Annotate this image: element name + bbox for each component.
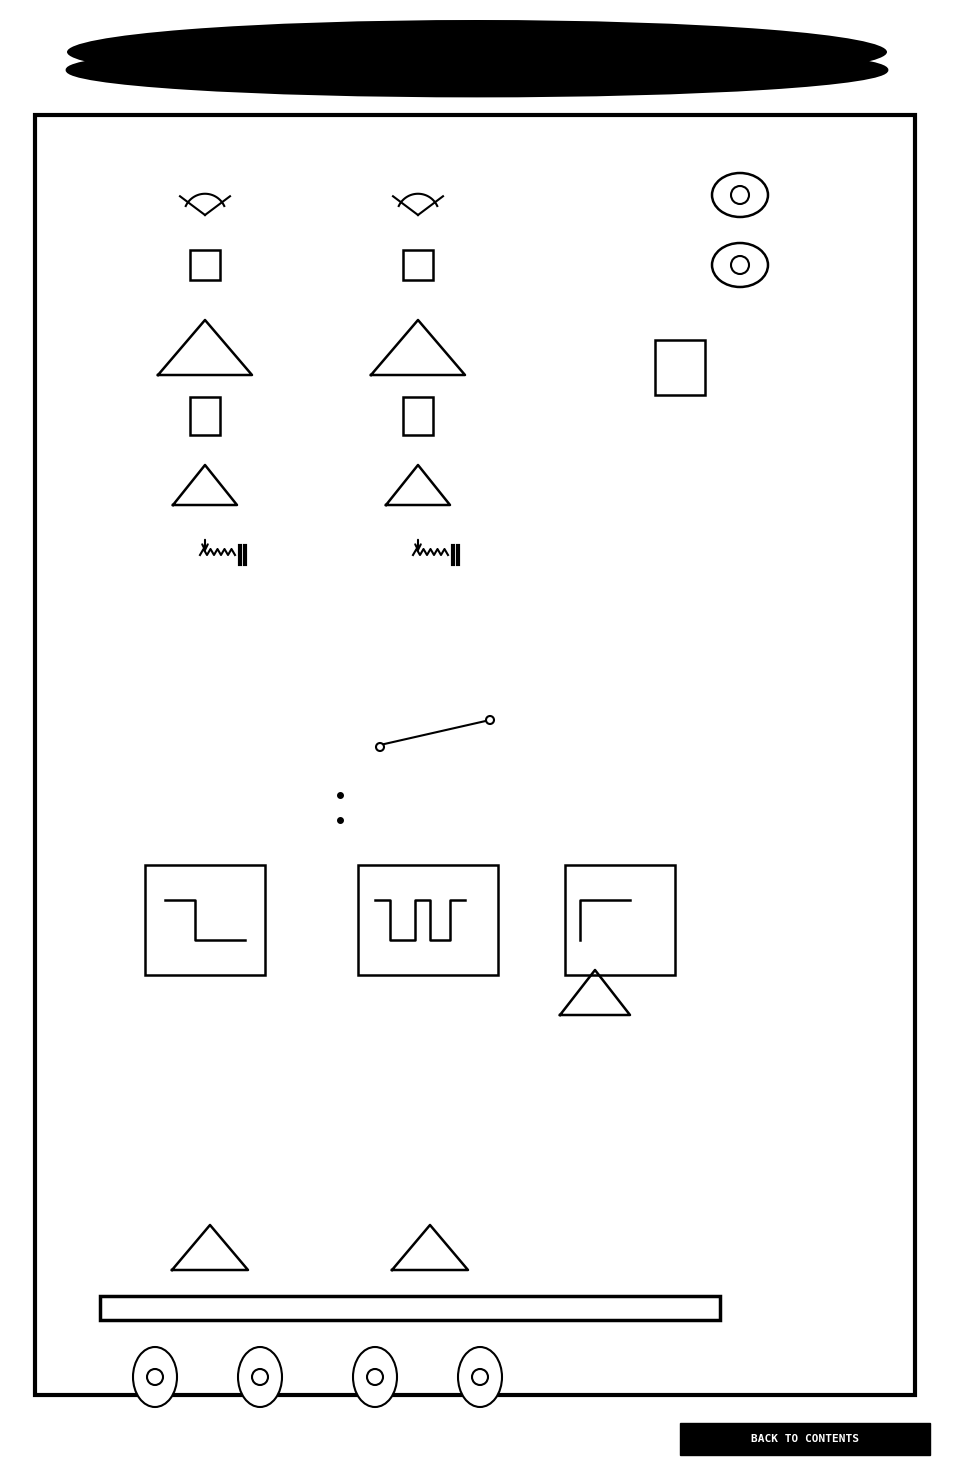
Bar	[190, 249, 220, 280]
Circle shape	[472, 1369, 488, 1385]
Circle shape	[730, 186, 748, 204]
Text: BACK TO CONTENTS: BACK TO CONTENTS	[750, 1434, 858, 1444]
Bar	[679, 1423, 929, 1454]
Circle shape	[485, 715, 494, 724]
Ellipse shape	[132, 1347, 177, 1407]
Bar	[190, 397, 220, 435]
Ellipse shape	[457, 1347, 501, 1407]
Ellipse shape	[67, 21, 886, 84]
Circle shape	[147, 1369, 163, 1385]
Bar	[655, 341, 704, 395]
Bar	[35, 115, 914, 1395]
Ellipse shape	[711, 173, 767, 217]
Circle shape	[375, 743, 384, 751]
Ellipse shape	[353, 1347, 396, 1407]
Bar	[564, 864, 675, 975]
Circle shape	[252, 1369, 268, 1385]
Bar	[145, 864, 265, 975]
Bar	[402, 249, 433, 280]
Bar	[357, 864, 497, 975]
Ellipse shape	[67, 44, 886, 96]
Circle shape	[730, 257, 748, 274]
Bar	[402, 397, 433, 435]
Ellipse shape	[711, 243, 767, 288]
Ellipse shape	[237, 1347, 282, 1407]
Bar	[100, 1297, 720, 1320]
Circle shape	[367, 1369, 382, 1385]
